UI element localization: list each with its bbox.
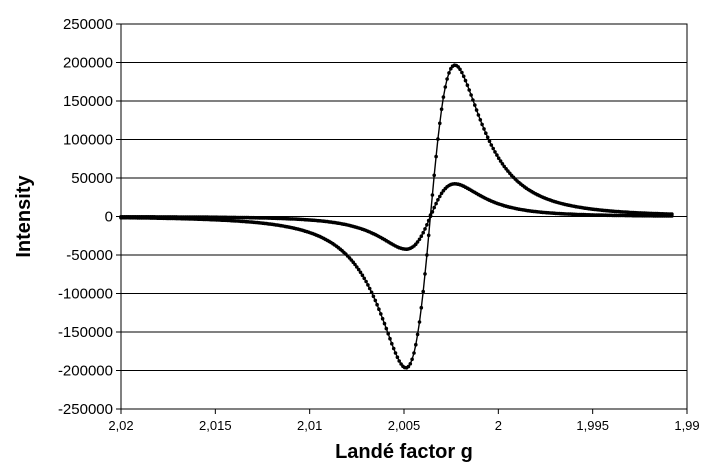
y-tick-label: 50000 — [71, 170, 113, 187]
y-tick-label: -50000 — [66, 247, 113, 264]
series-line — [121, 183, 672, 250]
series-2 — [119, 182, 674, 251]
x-tick-label: 2 — [495, 418, 502, 433]
y-tick-label: -150000 — [58, 324, 113, 341]
x-tick-label: 1,995 — [576, 418, 609, 433]
x-tick-label: 2,01 — [297, 418, 322, 433]
data-series — [119, 63, 674, 370]
y-tick-label: -250000 — [58, 401, 113, 418]
y-axis-title: Intensity — [13, 175, 35, 258]
y-tick-label: -200000 — [58, 363, 113, 380]
y-axis-ticks: 250000 200000 150000 100000 50000 0 -50000 -100… — [58, 16, 121, 418]
x-tick-label: 2,015 — [199, 418, 232, 433]
y-tick-label: 0 — [105, 209, 113, 226]
y-tick-label: 200000 — [63, 55, 113, 72]
y-tick-label: 250000 — [63, 16, 113, 33]
x-axis-ticks: 2,02 2,015 2,01 2,005 2 1,995 1,99 — [108, 409, 700, 433]
series-line — [121, 64, 672, 369]
y-tick-label: -100000 — [58, 286, 113, 303]
x-axis-title: Landé factor g — [335, 441, 473, 463]
x-tick-label: 1,99 — [674, 418, 699, 433]
y-tick-label: 100000 — [63, 132, 113, 149]
x-tick-label: 2,02 — [108, 418, 133, 433]
series-1 — [119, 63, 674, 370]
y-tick-label: 150000 — [63, 93, 113, 110]
x-tick-label: 2,005 — [388, 418, 421, 433]
